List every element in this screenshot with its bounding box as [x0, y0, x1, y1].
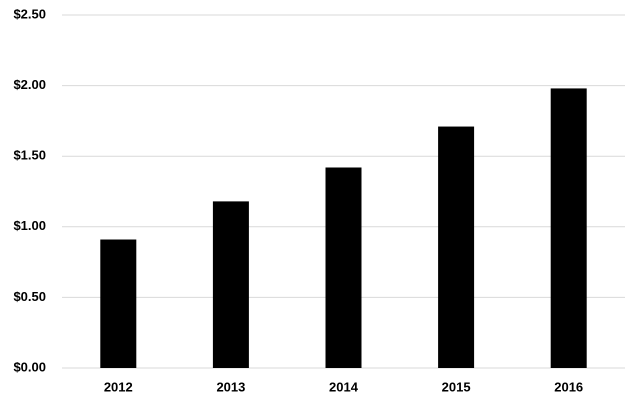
x-tick-label: 2014 — [329, 379, 359, 394]
x-tick-label: 2016 — [554, 379, 583, 394]
bar — [438, 126, 475, 368]
x-tick-label: 2015 — [442, 379, 471, 394]
x-tick-label: 2012 — [104, 379, 133, 394]
y-tick-label: $2.00 — [13, 77, 46, 92]
bar — [550, 88, 587, 368]
y-tick-label: $1.50 — [13, 148, 46, 163]
x-tick-label: 2013 — [216, 379, 245, 394]
bar — [325, 167, 362, 368]
y-tick-label: $0.00 — [13, 359, 46, 374]
y-tick-label: $1.00 — [13, 218, 46, 233]
bar — [100, 239, 137, 368]
bar — [212, 201, 249, 368]
y-tick-label: $0.50 — [13, 289, 46, 304]
y-tick-label: $2.50 — [13, 6, 46, 21]
